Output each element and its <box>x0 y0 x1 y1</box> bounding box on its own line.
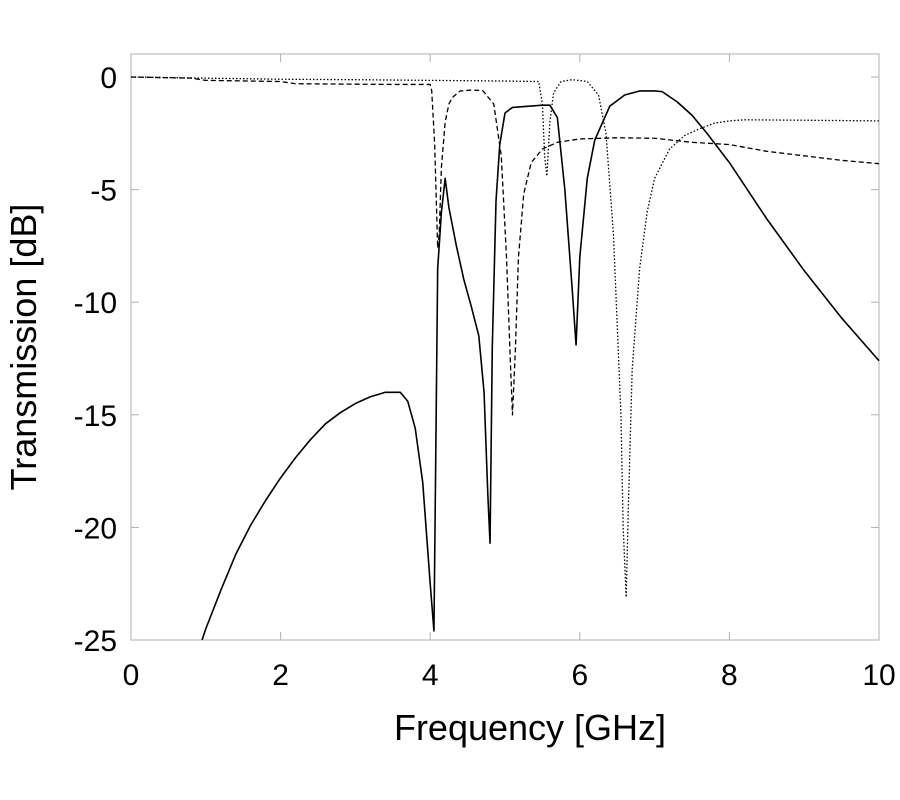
series-line-dashed <box>130 76 880 416</box>
x-axis-title: Frequency [GHz] <box>394 707 666 748</box>
series-line-dotted <box>130 76 880 598</box>
y-tick-label: -10 <box>74 287 117 320</box>
x-tick-label: 8 <box>721 659 738 692</box>
plot-frame <box>130 53 880 641</box>
axis-ticks: 0 2 4 6 8 10 0 -5 -10 -15 -20 -25 <box>74 54 896 692</box>
series-line-solid <box>201 90 880 641</box>
x-tick-label: 6 <box>571 659 588 692</box>
x-tick-label: 0 <box>123 659 140 692</box>
y-tick-label: -5 <box>90 175 117 208</box>
x-tick-label: 2 <box>272 659 289 692</box>
y-tick-label: -25 <box>74 625 117 658</box>
y-tick-label: -20 <box>74 512 117 545</box>
y-tick-label: 0 <box>100 62 117 95</box>
x-tick-label: 10 <box>862 659 895 692</box>
series-group <box>130 76 880 641</box>
x-tick-label: 4 <box>422 659 439 692</box>
y-axis-title: Transmission [dB] <box>3 204 44 491</box>
y-tick-label: -15 <box>74 400 117 433</box>
